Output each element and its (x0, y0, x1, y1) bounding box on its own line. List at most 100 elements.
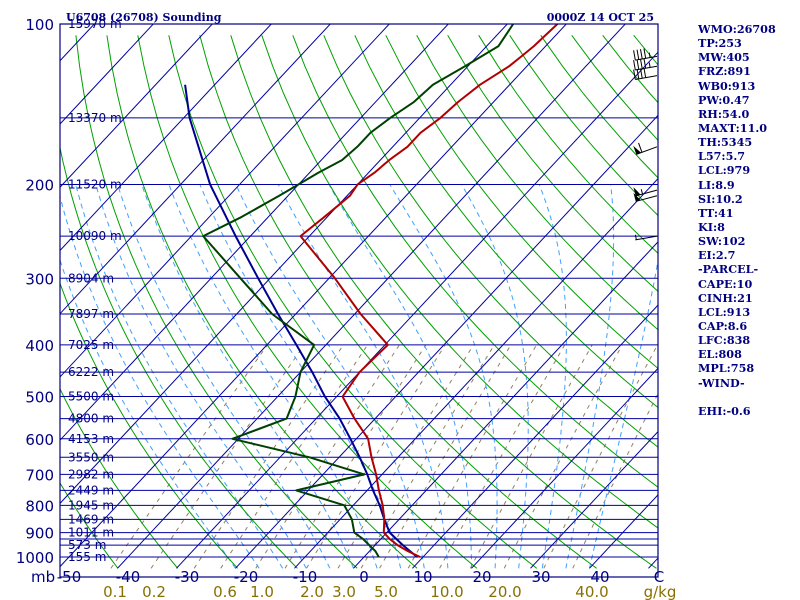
pressure-unit-label: mb (31, 568, 55, 586)
dry-adiabat-line (385, 35, 658, 370)
height-label: 11520 m (68, 177, 122, 191)
height-label: 7025 m (68, 338, 114, 352)
moist-adiabat-line (95, 184, 307, 569)
wind-barb (634, 234, 658, 241)
isotherm-line (60, 24, 331, 315)
mixing-ratio-tick-label: 20.0 (488, 583, 521, 600)
dry-adiabats (60, 34, 658, 569)
mixing-ratio-line (306, 344, 446, 569)
dry-adiabat-line (354, 35, 658, 409)
index-item: KI:8 (698, 219, 725, 234)
height-label: 13370 m (68, 111, 122, 125)
height-label: 7897 m (68, 307, 114, 321)
mixing-ratio-unit-label: g/kg (644, 583, 677, 600)
mixing-ratio-line (439, 344, 566, 569)
pressure-tick-label: 500 (25, 389, 54, 407)
pressure-tick-label: 1000 (16, 549, 54, 567)
isotherm-line (117, 24, 626, 569)
isotherm-line (60, 24, 390, 378)
temperature-trace (299, 24, 559, 558)
isotherm-line (60, 24, 449, 441)
plot-frame (59, 23, 659, 578)
index-item: RH:54.0 (698, 106, 750, 121)
dry-adiabat-line (60, 387, 179, 569)
mixing-ratio-tick-label: 0.2 (142, 583, 166, 600)
mixing-ratio-line (469, 344, 593, 569)
index-item: LCL:979 (698, 163, 751, 178)
isotherm-line (60, 24, 567, 568)
isotherm-line (60, 24, 272, 252)
moist-adiabats (60, 184, 658, 569)
sounding-profiles (184, 24, 559, 558)
dry-adiabat-line (60, 281, 238, 569)
index-item: EHI:-0.6 (698, 403, 751, 418)
moist-adiabat-line (60, 258, 236, 569)
height-label: 2982 m (68, 467, 114, 481)
dry-adiabat-line (447, 35, 658, 292)
index-item: -PARCEL- (698, 262, 759, 277)
moist-adiabat-line (565, 184, 615, 569)
isotherm-line (60, 24, 154, 125)
index-item (698, 390, 798, 404)
moist-adiabat-line (75, 184, 284, 569)
wind-barb (633, 192, 658, 202)
index-item: CAPE:10 (698, 276, 753, 291)
pressure-tick-label: 700 (25, 466, 54, 484)
mixing-ratio-tick-label: 0.1 (103, 583, 127, 600)
pressure-tick-label: 800 (25, 497, 54, 515)
wind-barb (633, 58, 658, 71)
height-label: 1011 m (68, 526, 114, 540)
mixing-ratio-tick-label: 40.0 (575, 583, 608, 600)
height-label: 2449 m (68, 483, 114, 497)
temperature-unit-label: C (654, 568, 664, 586)
pressure-tick-label: 900 (25, 525, 54, 543)
moist-adiabat-line (538, 184, 567, 569)
dry-adiabat-line (261, 35, 658, 529)
dry-adiabat-line (137, 35, 478, 569)
mixing-ratio-line (360, 344, 495, 569)
height-label: 4800 m (68, 412, 114, 426)
index-item: TP:253 (698, 36, 742, 51)
mixing-ratio-line (337, 344, 474, 569)
index-item: WMO:26708 (698, 22, 776, 36)
height-label: 5500 m (68, 390, 114, 404)
index-item: -WIND- (698, 375, 745, 390)
index-item: WB0:913 (698, 78, 756, 93)
dry-adiabat-line (106, 35, 418, 569)
moist-adiabat-line (235, 184, 425, 569)
dry-adiabat-line (478, 35, 658, 254)
sounding-indices: WMO:26708 TP:253 MW:405 FRZ:891 WB0:913 PW:0.… (698, 22, 798, 418)
dry-adiabat-line (416, 35, 658, 331)
index-item: LFC:838 (698, 333, 751, 348)
wind-barb (633, 67, 658, 80)
moist-adiabat-line (277, 184, 449, 569)
mixing-ratio-line (220, 344, 369, 569)
height-label: 1945 m (68, 498, 114, 512)
isotherms (60, 24, 658, 569)
mixing-ratio-tick-label: 5.0 (374, 583, 398, 600)
moist-adiabat-line (328, 184, 472, 569)
wind-barb (633, 142, 658, 155)
isotherm-line (471, 367, 658, 569)
mixing-ratio-tick-label: 0.6 (213, 583, 237, 600)
mixing-ratio-tick-label: 10.0 (430, 583, 463, 600)
mixing-ratio-line (572, 392, 658, 569)
dry-adiabat-line (168, 35, 538, 569)
index-item: MPL:758 (698, 361, 755, 376)
pressure-tick-label: 600 (25, 431, 54, 449)
moist-adiabat-line (199, 184, 402, 569)
pressure-tick-label: 100 (25, 16, 54, 34)
index-item: CAP:8.6 (698, 318, 748, 333)
pressure-tick-label: 200 (25, 176, 54, 194)
isotherm-line (176, 51, 658, 569)
mixing-ratio-tick-label: 3.0 (332, 583, 356, 600)
mixing-ratio-tick-label: 1.0 (250, 583, 274, 600)
dewpoint-trace (202, 24, 515, 558)
index-item: L57:5.7 (698, 149, 746, 164)
height-label: 8904 m (68, 271, 114, 285)
isotherm-line (530, 430, 658, 569)
mixing-ratio-line (284, 344, 427, 569)
moist-adiabat-line (141, 184, 354, 569)
mixing-ratio-axis: 0.1 0.2 0.6 1.0 2.0 3.0 5.0 10.0 20.0 40.0 g/kg (103, 583, 676, 600)
